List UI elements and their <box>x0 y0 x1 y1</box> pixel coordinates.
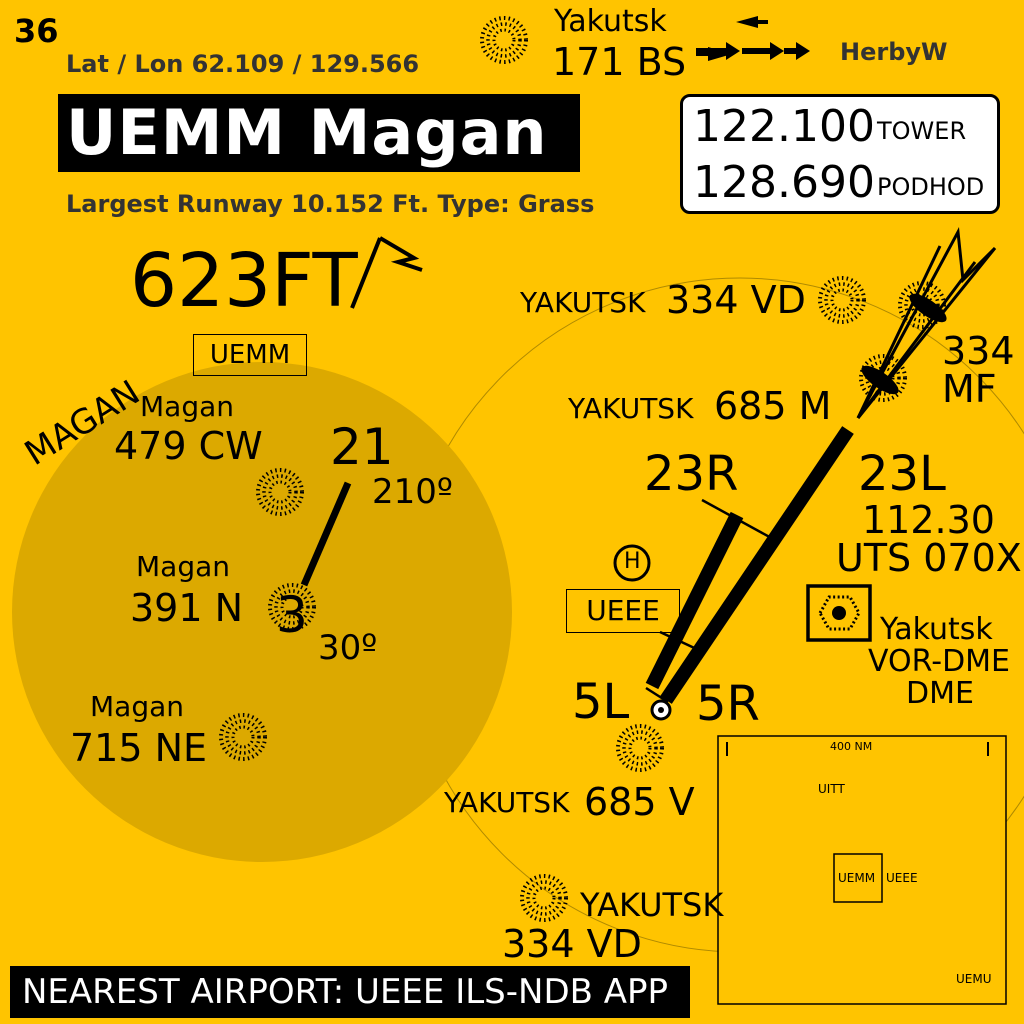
ndb-magan-391-name: Magan <box>136 550 230 583</box>
overview-scale: 400 NM <box>830 740 873 753</box>
ndb-magan-479-name: Magan <box>140 390 234 423</box>
overview-label-uitt: UITT <box>818 782 845 796</box>
vor-sub: DME <box>906 676 974 711</box>
overview-label-uemm: UEMM <box>838 871 876 885</box>
uemm-box: UEMM <box>193 334 307 376</box>
ueee-box: UEEE <box>566 589 680 633</box>
top-ndb-ident: 171 BS <box>552 40 687 84</box>
heliport-h-icon: H <box>624 549 641 574</box>
runway-5l: 5L <box>572 674 630 730</box>
ils-feather-icon <box>856 226 997 419</box>
runway-heading-210: 210º <box>372 472 453 512</box>
airport-title-banner: UEMM Magan <box>58 94 580 172</box>
local-area-circle <box>12 362 512 862</box>
runway-23r-5l <box>645 511 744 690</box>
lat-lon: Lat / Lon 62.109 / 129.566 <box>66 50 420 78</box>
runway-threshold-marks <box>645 498 776 704</box>
author-label: HerbyW <box>840 38 948 66</box>
runway-23l-5r <box>660 426 854 704</box>
ndb-yakutsk-171-icon <box>480 16 528 64</box>
overview-label-ueee: UEEE <box>886 871 918 885</box>
ndb-334vd-south-name: YAKUTSK <box>580 886 724 924</box>
ndb-magan-715-ident: 715 NE <box>70 726 208 770</box>
freq-podhod-label: PODHOD <box>877 173 985 201</box>
freq-podhod: 128.690 <box>693 157 875 208</box>
frequency-panel: 122.100 TOWER 128.690 PODHOD <box>680 94 1000 214</box>
ndb-334vd-ident: 334 VD <box>666 278 806 322</box>
airport-title: UEMM Magan <box>66 96 548 169</box>
runway-23r: 23R <box>644 446 739 502</box>
ndb-334vd-name: YAKUTSK <box>520 286 646 319</box>
vor-type: VOR-DME <box>868 644 1011 679</box>
overview-map <box>717 735 1007 1005</box>
ndb-yakutsk-334vd-icon <box>818 276 866 324</box>
runway-end-21: 21 <box>330 418 394 476</box>
magan-runway <box>300 481 352 587</box>
nearest-airport-bar: NEAREST AIRPORT: UEEE ILS-NDB APP <box>10 966 690 1018</box>
runway-5r: 5R <box>696 676 760 732</box>
ndb-magan-391-ident: 391 N <box>130 586 244 630</box>
ndb-magan-715-name: Magan <box>90 690 184 723</box>
ils-ident: UTS 070X <box>836 536 1022 580</box>
ndb-yakutsk-685v-icon <box>616 724 664 772</box>
top-ndb-name: Yakutsk <box>554 4 667 39</box>
ndb-685v-ident: 685 V <box>584 780 695 824</box>
ndb-334mf-ident: 334 MF <box>942 329 1015 411</box>
elevation: 623FT <box>130 238 358 324</box>
elevation-flag-icon <box>350 236 423 309</box>
freq-tower-label: TOWER <box>877 117 967 145</box>
freq-tower: 122.100 <box>693 101 875 152</box>
ndb-yakutsk-334vd-south-icon <box>520 874 568 922</box>
ndb-685v-name: YAKUTSK <box>444 786 570 819</box>
runway-info: Largest Runway 10.152 Ft. Type: Grass <box>66 190 595 218</box>
runway-heading-30: 30º <box>318 628 378 668</box>
ndb-magan-479-ident: 479 CW <box>114 424 263 468</box>
page-number: 36 <box>14 12 59 50</box>
vor-dme-icon <box>806 584 872 642</box>
ndb-685m-ident: 685 M <box>714 384 832 428</box>
nearest-airport-text: NEAREST AIRPORT: UEEE ILS-NDB APP <box>22 972 669 1012</box>
runway-end-3: 3 <box>276 586 308 644</box>
heliport-icon <box>613 544 651 582</box>
overview-current-airport-box <box>833 853 883 903</box>
overview-label-uemu: UEMU <box>956 972 992 986</box>
ils-frequency: 112.30 <box>862 498 995 542</box>
runway-23l: 23L <box>858 446 946 502</box>
aircraft-arrows-icon <box>696 16 810 61</box>
vor-name: Yakutsk <box>880 612 993 647</box>
ndb-685m-name: YAKUTSK <box>568 392 694 425</box>
ndb-334vd-south-ident: 334 VD <box>502 922 642 966</box>
